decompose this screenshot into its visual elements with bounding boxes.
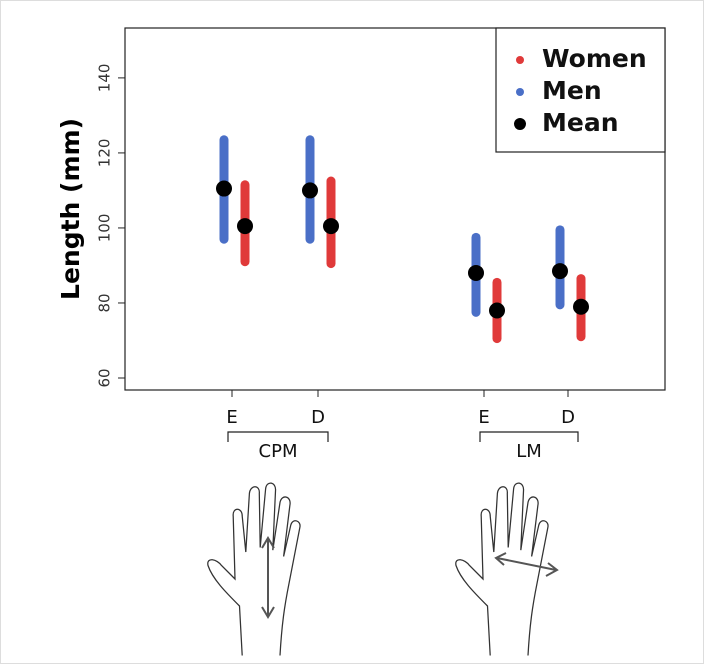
legend-label: Men [542, 76, 602, 105]
mean-point [573, 299, 589, 315]
mean-point [302, 182, 318, 198]
legend-label: Women [542, 44, 647, 73]
y-tick-label: 80 [96, 293, 114, 312]
y-tick-label: 100 [96, 214, 114, 243]
page: {"chart_data": {"type": "strip", "ylabel… [0, 0, 704, 668]
y-tick-label: 60 [96, 368, 114, 387]
x-tick-label: E [478, 407, 489, 428]
legend-swatch [516, 56, 524, 64]
group-label: CPM [259, 441, 298, 462]
mean-point [552, 263, 568, 279]
y-tick-label: 120 [96, 139, 114, 168]
x-tick-label: E [226, 407, 237, 428]
legend-swatch [516, 88, 524, 96]
x-tick-label: D [311, 407, 325, 428]
y-tick-label: 140 [96, 64, 114, 93]
mean-point [237, 218, 253, 234]
legend-swatch [514, 118, 526, 130]
mean-point [323, 218, 339, 234]
legend-label: Mean [542, 108, 619, 137]
y-axis-label: Length (mm) [56, 118, 85, 300]
group-label: LM [516, 441, 542, 462]
chart: Length (mm) 60 80 100 120 140 E D E D CPM LM Women M… [0, 0, 704, 664]
x-tick-label: D [561, 407, 575, 428]
mean-point [468, 265, 484, 281]
mean-point [489, 302, 505, 318]
mean-point [216, 181, 232, 197]
